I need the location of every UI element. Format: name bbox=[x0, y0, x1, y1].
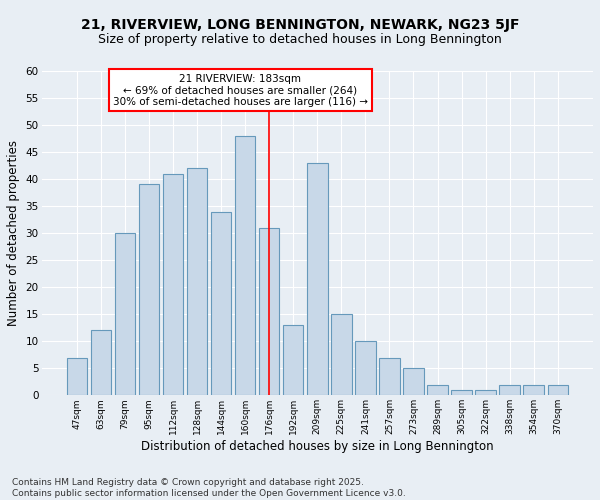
Text: 21, RIVERVIEW, LONG BENNINGTON, NEWARK, NG23 5JF: 21, RIVERVIEW, LONG BENNINGTON, NEWARK, … bbox=[81, 18, 519, 32]
Bar bbox=[115, 233, 135, 396]
Bar bbox=[355, 342, 376, 396]
Bar bbox=[139, 184, 159, 396]
Text: 21 RIVERVIEW: 183sqm
← 69% of detached houses are smaller (264)
30% of semi-deta: 21 RIVERVIEW: 183sqm ← 69% of detached h… bbox=[113, 74, 368, 107]
Text: Size of property relative to detached houses in Long Bennington: Size of property relative to detached ho… bbox=[98, 32, 502, 46]
Bar bbox=[523, 384, 544, 396]
Bar bbox=[331, 314, 352, 396]
Bar bbox=[451, 390, 472, 396]
Text: Contains HM Land Registry data © Crown copyright and database right 2025.
Contai: Contains HM Land Registry data © Crown c… bbox=[12, 478, 406, 498]
Bar bbox=[163, 174, 183, 396]
Bar bbox=[283, 325, 304, 396]
Y-axis label: Number of detached properties: Number of detached properties bbox=[7, 140, 20, 326]
Bar bbox=[475, 390, 496, 396]
Bar bbox=[307, 163, 328, 396]
X-axis label: Distribution of detached houses by size in Long Bennington: Distribution of detached houses by size … bbox=[141, 440, 494, 453]
Bar bbox=[235, 136, 256, 396]
Bar bbox=[379, 358, 400, 396]
Bar bbox=[499, 384, 520, 396]
Bar bbox=[187, 168, 207, 396]
Bar bbox=[548, 384, 568, 396]
Bar bbox=[403, 368, 424, 396]
Bar bbox=[91, 330, 111, 396]
Bar bbox=[211, 212, 232, 396]
Bar bbox=[259, 228, 280, 396]
Bar bbox=[67, 358, 87, 396]
Bar bbox=[427, 384, 448, 396]
